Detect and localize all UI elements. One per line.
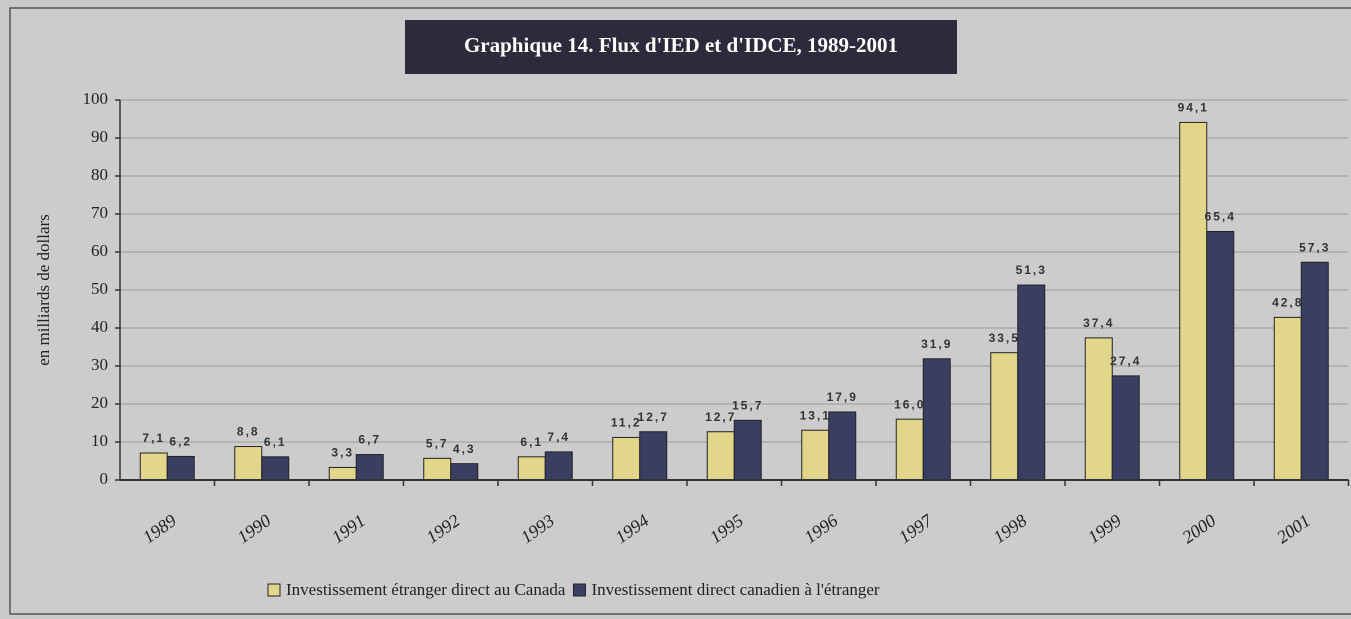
bar xyxy=(1084,337,1113,481)
bar xyxy=(706,431,735,481)
value-label: 6,1 xyxy=(264,435,287,449)
bar xyxy=(895,418,924,481)
y-tick-label: 80 xyxy=(91,165,108,184)
value-label: 27,4 xyxy=(1110,354,1141,368)
bar xyxy=(450,463,479,481)
legend-label: Investissement direct canadien à l'étran… xyxy=(591,580,879,599)
value-label: 42,8 xyxy=(1272,296,1303,310)
value-label: 12,7 xyxy=(638,410,669,424)
value-label: 6,1 xyxy=(520,435,543,449)
value-label: 3,3 xyxy=(331,446,354,460)
y-tick-label: 90 xyxy=(91,127,108,146)
bar xyxy=(801,429,830,481)
bar xyxy=(423,457,452,481)
value-label: 7,1 xyxy=(142,431,165,445)
value-label: 33,5 xyxy=(989,331,1020,345)
y-tick-label: 20 xyxy=(91,393,108,412)
y-tick-label: 0 xyxy=(100,469,109,488)
y-tick-label: 60 xyxy=(91,241,108,260)
value-label: 6,7 xyxy=(358,433,381,447)
bar xyxy=(166,455,195,481)
value-label: 7,4 xyxy=(547,430,570,444)
bar xyxy=(1111,375,1140,481)
y-tick-label: 40 xyxy=(91,317,108,336)
value-label: 65,4 xyxy=(1205,210,1236,224)
bar xyxy=(1273,316,1302,481)
bar xyxy=(139,452,168,481)
chart-title: Graphique 14. Flux d'IED et d'IDCE, 1989… xyxy=(464,33,898,57)
bar xyxy=(733,419,762,481)
value-label: 12,7 xyxy=(705,410,736,424)
value-label: 31,9 xyxy=(921,337,952,351)
legend-swatch xyxy=(267,583,281,597)
y-tick-label: 30 xyxy=(91,355,108,374)
chart-frame xyxy=(9,7,1351,615)
value-label: 57,3 xyxy=(1299,240,1330,254)
y-axis-label: en milliards de dollars xyxy=(34,214,53,366)
bar xyxy=(234,446,263,481)
y-tick-label: 50 xyxy=(91,279,108,298)
bar xyxy=(922,358,951,481)
bar xyxy=(261,456,290,481)
value-label: 16,0 xyxy=(894,397,925,411)
value-label: 13,1 xyxy=(800,408,831,422)
value-label: 11,2 xyxy=(611,416,642,430)
value-label: 37,4 xyxy=(1083,316,1114,330)
y-tick-label: 10 xyxy=(91,431,108,450)
value-label: 5,7 xyxy=(426,437,449,451)
bar xyxy=(1179,121,1208,481)
value-label: 51,3 xyxy=(1016,263,1047,277)
bar xyxy=(990,352,1019,481)
bar xyxy=(1017,284,1046,481)
value-label: 94,1 xyxy=(1178,101,1209,115)
bar xyxy=(517,456,546,481)
legend-swatch xyxy=(572,583,586,597)
y-tick-label: 100 xyxy=(83,89,109,108)
bar xyxy=(1300,261,1329,481)
bar xyxy=(328,466,357,481)
bar xyxy=(612,436,641,481)
value-label: 8,8 xyxy=(237,425,260,439)
value-label: 4,3 xyxy=(453,442,476,456)
bar xyxy=(355,454,384,481)
bar xyxy=(828,411,857,481)
bar xyxy=(544,451,573,481)
value-label: 15,7 xyxy=(732,399,763,413)
title-box xyxy=(405,20,957,74)
value-label: 6,2 xyxy=(169,435,192,449)
y-tick-label: 70 xyxy=(91,203,108,222)
bar xyxy=(639,431,668,481)
value-label: 17,9 xyxy=(827,390,858,404)
legend-label: Investissement étranger direct au Canada xyxy=(286,580,566,599)
bar xyxy=(1206,230,1235,481)
